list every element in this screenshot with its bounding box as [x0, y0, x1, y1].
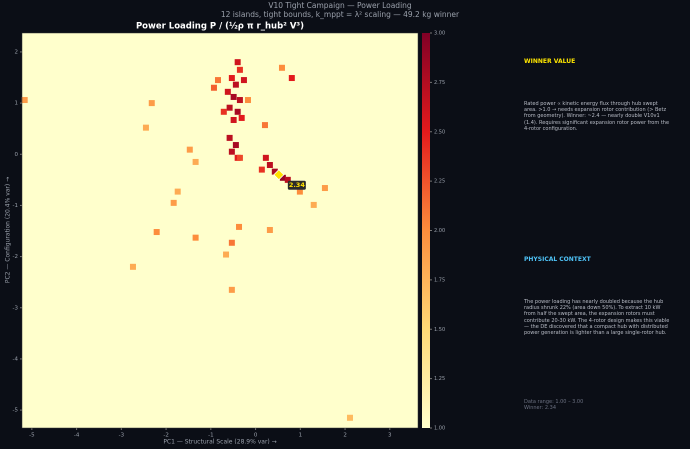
colorbar-tick-label: 1.75: [434, 277, 445, 283]
heatmap-cell: [230, 116, 237, 123]
heatmap-cell: [228, 148, 235, 155]
heatmap-cell: [192, 234, 199, 241]
heatmap-cell: [310, 201, 317, 208]
colorbar-tick-label: 1.50: [434, 327, 445, 333]
page-subtitle: 12 islands, tight bounds, k_mppt = λ² sc…: [221, 10, 460, 19]
heatmap-cell: [223, 251, 230, 258]
colorbar-tick-label: 1.25: [434, 376, 445, 382]
heatmap-cell: [226, 134, 233, 141]
heatmap-cell: [186, 146, 193, 153]
heatmap-cell: [284, 176, 291, 183]
y-tick-label: 2: [15, 49, 19, 55]
heatmap-cell: [148, 100, 155, 107]
heatmap-cell: [266, 226, 273, 233]
winner-label-box: [287, 180, 306, 190]
y-tick-label: 1: [15, 101, 19, 107]
heatmap-cell: [192, 158, 199, 165]
heatmap-cell: [153, 229, 160, 236]
heatmap-cell: [234, 108, 241, 115]
x-tick-label: -4: [74, 433, 80, 439]
colorbar-tick-label: 2.00: [434, 228, 445, 234]
plot-frame: [21, 32, 419, 429]
panel-text: The power loading has nearly doubled bec…: [524, 299, 670, 337]
heatmap-cell: [262, 154, 269, 161]
plot-background: [22, 33, 418, 428]
colorbar-tick-label: 1.00: [434, 426, 445, 432]
y-tick-label: -3: [13, 305, 19, 311]
heatmap-cell: [296, 188, 303, 195]
heatmap-cell: [278, 64, 285, 71]
heatmap-cell: [236, 97, 243, 104]
heatmap-cell: [232, 142, 239, 149]
y-tick-label: -1: [13, 203, 18, 209]
x-tick-label: -3: [119, 433, 125, 439]
heatmap-cell: [240, 77, 247, 84]
y-tick-label: 0: [15, 152, 19, 158]
heatmap-cell: [174, 188, 181, 195]
panel-heading: PHYSICAL CONTEXT: [524, 256, 591, 263]
x-tick-label: 0: [254, 433, 258, 439]
heatmap-cell: [220, 108, 227, 115]
colorbar-tick-label: 2.75: [434, 80, 445, 86]
heatmap-cell: [224, 88, 231, 95]
colorbar: [422, 33, 430, 428]
x-tick-label: 2: [343, 433, 347, 439]
heatmap-cell: [142, 124, 149, 131]
panel-text: Rated power ∝ kinetic energy flux throug…: [524, 101, 670, 132]
heatmap-cell: [236, 66, 243, 73]
heatmap-cell: [228, 75, 235, 82]
heatmap-cell: [288, 75, 295, 82]
heatmap-cell: [228, 286, 235, 293]
heatmap-cell: [236, 154, 243, 161]
heatmap-cell: [244, 97, 251, 104]
heatmap-cell: [214, 77, 221, 84]
heatmap-cell: [129, 263, 136, 270]
heatmap-cell: [266, 162, 273, 169]
winner-marker: [273, 169, 285, 181]
x-axis-label: PC1 — Structural Scale (28.9% var) →: [163, 439, 276, 446]
x-tick-label: -2: [163, 433, 168, 439]
page-title: V10 Tight Campaign — Power Loading: [268, 1, 412, 10]
heatmap-cell: [228, 239, 235, 246]
heatmap-cell: [271, 168, 278, 175]
panel-note: Data range: 1.00 – 3.00: [524, 399, 584, 405]
x-tick-label: 3: [388, 433, 392, 439]
y-axis-label: PC2 — Configuration (20.4% var) →: [5, 177, 12, 283]
heatmap-cell: [238, 114, 245, 121]
colorbar-tick-label: 2.25: [434, 179, 445, 185]
heatmap-cell: [21, 97, 28, 104]
heatmap-cell: [170, 199, 177, 206]
heatmap-cell: [258, 166, 265, 173]
x-tick-label: -1: [208, 433, 213, 439]
heatmap-cell: [346, 414, 353, 421]
y-tick-label: -5: [13, 408, 19, 414]
heatmap-cell: [279, 174, 286, 181]
y-tick-label: -4: [13, 356, 19, 362]
panel-heading: WINNER VALUE: [524, 58, 576, 65]
y-tick-label: -2: [13, 254, 18, 260]
winner-label: 2.34: [289, 181, 306, 189]
heatmap-cell: [236, 223, 243, 230]
colorbar-tick-label: 3.00: [434, 31, 445, 37]
colorbar-tick-label: 2.50: [434, 129, 445, 135]
x-tick-label: -5: [29, 433, 35, 439]
heatmap-cell: [321, 185, 328, 192]
panel-note: Winner: 2.34: [524, 405, 557, 411]
heatmap-cell: [210, 84, 217, 91]
chart-title: Power Loading P / (½ρ π r_hub² V³): [136, 21, 304, 32]
heatmap-cell: [226, 104, 233, 111]
heatmap-cell: [230, 93, 237, 100]
x-tick-label: 1: [299, 433, 303, 439]
heatmap-cell: [234, 59, 241, 66]
heatmap-cell: [261, 122, 268, 129]
heatmap-cell: [232, 81, 239, 88]
